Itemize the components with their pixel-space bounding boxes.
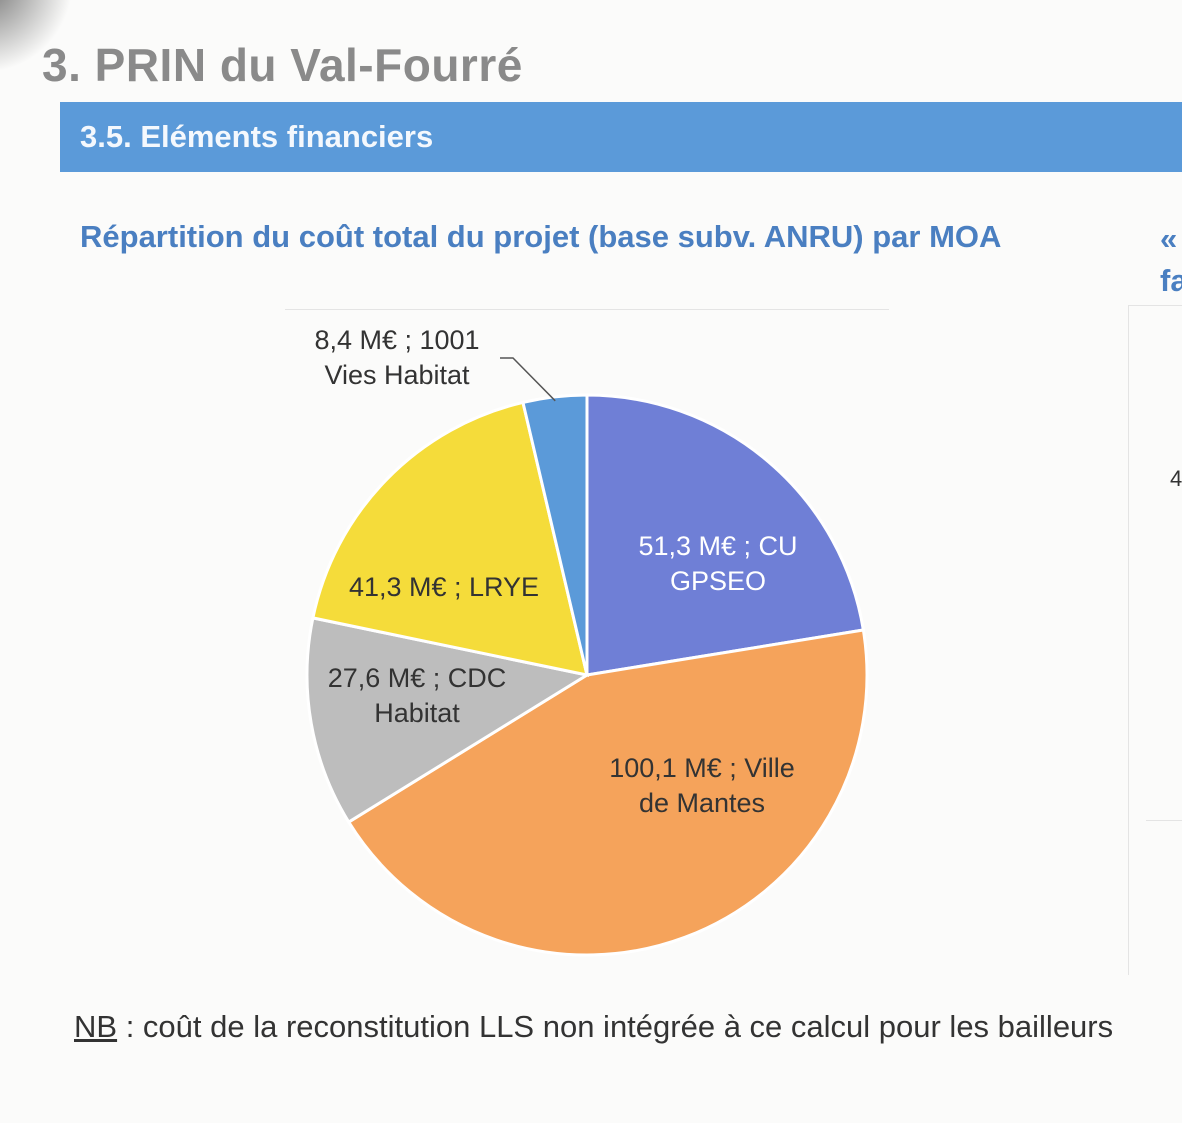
chart-frame-top [285, 309, 889, 310]
adjacent-frame-top [1128, 305, 1182, 306]
scan-shadow [0, 0, 80, 80]
pie-slice [521, 393, 589, 676]
slice-label: 51,3 M€ ; CU GPSEO [638, 531, 797, 596]
adjacent-frame-inner [1146, 820, 1182, 821]
footnote-text: : coût de la reconstitution LLS non inté… [117, 1009, 1114, 1044]
fragment-line-2: fa [1160, 263, 1182, 298]
slice-label: 100,1 M€ ; Ville de Mantes [609, 753, 795, 818]
page-title: 3. PRIN du Val-Fourré [42, 39, 523, 91]
adjacent-chart-digit: 4 [1170, 466, 1182, 491]
label-leader-line [500, 357, 556, 402]
adjacent-chart-title-fragment: « fa [1160, 218, 1182, 302]
slice-label: 8,4 M€ ; 1001 Vies Habitat [314, 325, 479, 390]
slice-label: 27,6 M€ ; CDC Habitat [328, 663, 507, 728]
pie-slice [346, 628, 869, 957]
pie-slice [585, 393, 866, 677]
pie-slice [305, 616, 591, 825]
pie-slice [311, 400, 589, 677]
slice-label: 41,3 M€ ; LRYE [349, 572, 539, 602]
section-header-bar: 3.5. Eléments financiers [60, 102, 1182, 172]
fragment-line-1: « [1160, 221, 1178, 256]
footnote: NB : coût de la reconstitution LLS non i… [74, 1004, 1154, 1050]
footnote-prefix: NB [74, 1009, 118, 1044]
chart-title: Répartition du coût total du projet (bas… [80, 219, 1002, 254]
section-title: 3.5. Eléments financiers [80, 119, 434, 154]
adjacent-frame-left [1128, 305, 1129, 975]
